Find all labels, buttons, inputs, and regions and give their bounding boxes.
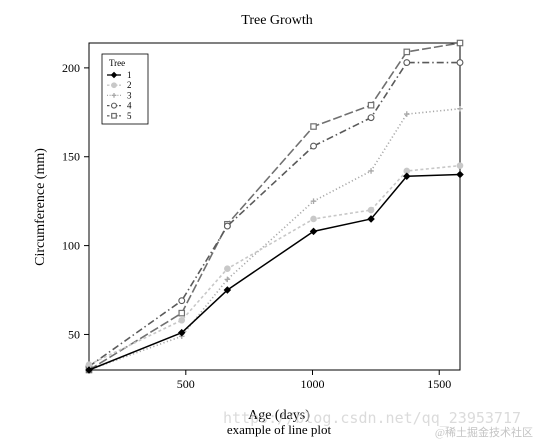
- data-point-4-6: [456, 59, 464, 66]
- series-group: [85, 39, 464, 374]
- data-point-5-3: [310, 123, 317, 130]
- data-point-1-5: [403, 172, 411, 181]
- plot-frame: [88, 42, 461, 371]
- legend-swatch-marker: [110, 71, 118, 79]
- legend-item-5: 5: [107, 111, 132, 121]
- data-point-3-3: [310, 198, 317, 204]
- x-tick-label-0: 500: [177, 377, 195, 391]
- y-tick-label-3: 200: [62, 61, 80, 75]
- data-point-1-4: [367, 215, 375, 223]
- y-tick-label-0: 50: [68, 327, 80, 341]
- data-point-2-1: [178, 316, 186, 324]
- x-tick-label-1: 1000: [301, 377, 325, 391]
- series-line-3: [88, 107, 461, 371]
- data-point-3-2: [224, 276, 231, 283]
- data-point-1-0: [85, 366, 93, 374]
- y-axis-label: Circumference (mm): [33, 148, 48, 266]
- watermark-url: https://blog.csdn.net/qq_23953717: [223, 409, 521, 427]
- watermark-brand: @稀土掘金技术社区: [435, 425, 533, 439]
- legend-swatch-marker: [110, 102, 118, 109]
- y-tick-label-2: 150: [62, 150, 80, 164]
- data-point-4-2: [223, 222, 231, 230]
- legend-swatch-marker: [111, 93, 117, 98]
- data-point-5-1: [178, 309, 186, 317]
- data-point-3-6: [457, 105, 463, 112]
- data-point-5-6: [456, 39, 464, 47]
- series-3: [86, 105, 463, 373]
- legend-title: Tree: [109, 58, 125, 68]
- axes: 500 1000 1500 50 100 150 200: [62, 61, 451, 391]
- data-point-5-4: [367, 101, 375, 109]
- legend-item-4: 4: [107, 101, 132, 111]
- data-point-1-6: [456, 170, 464, 179]
- legend-label: 5: [127, 111, 132, 121]
- chart-caption: example of line plot: [227, 422, 332, 437]
- legend-item-1: 1: [107, 70, 132, 80]
- legend-swatch-marker: [111, 112, 117, 119]
- data-point-2-2: [224, 265, 231, 273]
- series-line-2: [88, 164, 461, 366]
- data-point-1-3: [309, 227, 318, 236]
- data-point-4-5: [403, 59, 411, 66]
- chart-title: Tree Growth: [241, 13, 312, 28]
- legend-box: [101, 53, 149, 125]
- data-point-2-6: [456, 162, 464, 169]
- series-1: [85, 170, 464, 374]
- x-axis-label: Age (days): [248, 408, 310, 423]
- data-point-4-4: [367, 114, 375, 122]
- data-point-4-3: [310, 142, 317, 150]
- legend-item-3: 3: [107, 90, 132, 100]
- legend-label: 1: [127, 70, 132, 80]
- legend-item-2: 2: [107, 80, 132, 90]
- data-point-1-1: [177, 328, 186, 337]
- legend-label: 2: [127, 80, 132, 90]
- series-2: [85, 162, 464, 368]
- data-point-5-5: [403, 48, 411, 56]
- x-tick-label-2: 1500: [427, 377, 451, 391]
- legend-swatch-marker: [111, 82, 117, 89]
- series-line-1: [88, 173, 461, 371]
- y-tick-label-1: 100: [62, 239, 80, 253]
- legend-label: 3: [127, 90, 132, 100]
- legend-label: 4: [127, 101, 132, 111]
- data-point-3-5: [403, 111, 410, 117]
- data-point-2-4: [367, 206, 375, 214]
- data-point-2-3: [310, 215, 317, 223]
- data-point-1-2: [223, 286, 232, 294]
- data-point-3-4: [368, 168, 374, 174]
- data-point-4-1: [178, 297, 186, 305]
